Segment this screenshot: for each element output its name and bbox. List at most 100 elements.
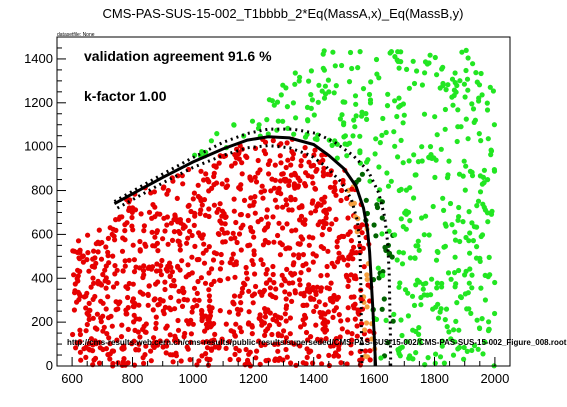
data-point bbox=[407, 185, 413, 191]
data-point bbox=[303, 329, 310, 336]
data-point bbox=[419, 82, 425, 88]
data-point bbox=[314, 284, 320, 290]
data-point bbox=[315, 99, 321, 105]
data-point bbox=[409, 293, 416, 299]
data-point bbox=[107, 356, 113, 362]
data-point bbox=[283, 164, 289, 171]
data-point bbox=[392, 98, 398, 104]
data-point bbox=[325, 77, 331, 83]
data-point bbox=[178, 220, 184, 226]
data-point bbox=[179, 258, 185, 264]
data-point bbox=[119, 345, 125, 351]
data-point bbox=[262, 237, 268, 244]
data-point bbox=[423, 280, 429, 286]
data-point bbox=[485, 274, 491, 280]
data-point bbox=[209, 305, 215, 311]
data-point bbox=[316, 82, 322, 88]
data-point bbox=[413, 350, 419, 356]
data-point bbox=[208, 138, 214, 144]
data-point bbox=[130, 281, 136, 287]
data-point bbox=[478, 233, 484, 240]
data-point bbox=[353, 276, 359, 282]
data-point bbox=[442, 317, 448, 323]
data-point bbox=[354, 333, 360, 339]
data-point bbox=[296, 277, 303, 283]
data-point bbox=[330, 314, 336, 320]
data-point bbox=[141, 223, 147, 229]
data-point bbox=[486, 319, 492, 325]
data-point bbox=[440, 195, 446, 201]
source-url: http://cms-results.web.cern.ch/cms-resul… bbox=[67, 338, 567, 347]
data-point bbox=[326, 226, 333, 232]
data-point bbox=[338, 360, 344, 366]
data-point bbox=[86, 312, 92, 318]
data-point bbox=[161, 215, 167, 221]
data-point bbox=[83, 328, 89, 334]
data-point bbox=[213, 180, 220, 186]
data-point bbox=[465, 136, 471, 142]
data-point bbox=[337, 334, 343, 340]
data-point bbox=[204, 345, 211, 351]
data-point bbox=[243, 264, 249, 271]
data-point bbox=[433, 257, 440, 263]
data-point bbox=[253, 355, 259, 361]
data-point bbox=[333, 83, 339, 89]
data-point bbox=[194, 303, 200, 309]
data-point bbox=[115, 306, 121, 312]
data-point bbox=[305, 337, 311, 343]
data-point bbox=[279, 282, 285, 288]
data-point bbox=[344, 195, 350, 201]
data-point bbox=[263, 271, 269, 277]
data-point bbox=[449, 94, 455, 100]
data-point bbox=[288, 162, 294, 168]
data-point bbox=[190, 321, 196, 327]
data-point bbox=[470, 106, 477, 112]
data-point bbox=[146, 283, 152, 289]
data-point bbox=[275, 189, 281, 196]
data-point bbox=[232, 160, 238, 166]
data-point bbox=[90, 256, 96, 262]
data-point bbox=[431, 155, 437, 161]
data-point bbox=[106, 335, 112, 341]
data-point bbox=[70, 331, 76, 338]
data-point bbox=[156, 301, 162, 307]
data-point bbox=[275, 118, 281, 124]
data-point bbox=[108, 313, 114, 319]
data-point bbox=[274, 204, 280, 210]
data-point bbox=[471, 343, 478, 349]
data-point bbox=[378, 355, 384, 361]
data-point bbox=[90, 362, 96, 368]
data-point bbox=[172, 213, 178, 219]
data-point bbox=[248, 195, 254, 201]
data-point bbox=[326, 352, 332, 358]
data-point bbox=[189, 232, 195, 239]
data-point bbox=[86, 268, 92, 274]
data-point bbox=[482, 339, 488, 345]
data-point bbox=[138, 211, 144, 217]
data-point bbox=[400, 120, 406, 126]
data-point bbox=[238, 329, 244, 335]
data-point bbox=[450, 102, 456, 108]
data-point bbox=[274, 99, 281, 105]
y-axis: 0 200 400 600 800 1000 1200 1400 bbox=[24, 36, 66, 373]
data-point bbox=[466, 280, 472, 286]
data-point bbox=[97, 339, 103, 345]
data-point bbox=[452, 339, 458, 345]
data-point bbox=[163, 350, 169, 356]
data-point bbox=[283, 246, 289, 252]
data-point bbox=[382, 244, 388, 250]
data-point bbox=[347, 49, 354, 56]
data-point bbox=[292, 170, 298, 176]
data-point bbox=[130, 303, 136, 309]
data-point bbox=[386, 250, 393, 256]
data-point bbox=[413, 172, 419, 178]
data-point bbox=[77, 247, 83, 253]
data-point bbox=[296, 255, 302, 261]
data-point bbox=[467, 250, 473, 256]
data-point bbox=[364, 116, 370, 122]
data-point bbox=[157, 296, 163, 303]
data-point bbox=[88, 284, 94, 290]
data-point bbox=[303, 183, 309, 189]
data-point bbox=[133, 347, 139, 353]
data-point bbox=[410, 327, 416, 333]
